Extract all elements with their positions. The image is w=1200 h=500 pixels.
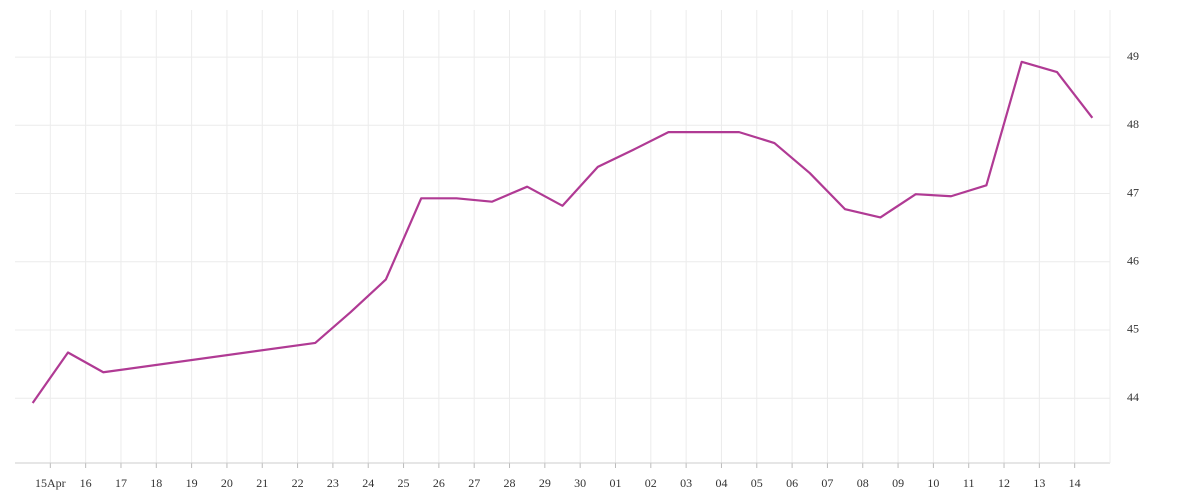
- x-tick-label: 16: [80, 476, 92, 490]
- x-tick-label: 24: [362, 476, 374, 490]
- x-tick-label: 14: [1069, 476, 1081, 490]
- x-tick-label: 29: [539, 476, 551, 490]
- x-tick-label: 02: [645, 476, 657, 490]
- x-tick-label: 26: [433, 476, 445, 490]
- x-tick-label: 12: [998, 476, 1010, 490]
- x-tick-label: 23: [327, 476, 339, 490]
- x-tick-label: 05: [751, 476, 763, 490]
- x-tick-label: 22: [292, 476, 304, 490]
- x-tick-label: 27: [468, 476, 480, 490]
- x-tick-label: 19: [186, 476, 198, 490]
- y-tick-label: 45: [1127, 322, 1139, 336]
- line-series: [31, 60, 1094, 404]
- x-tick-label: 30: [574, 476, 586, 490]
- x-tick-label: 06: [786, 476, 798, 490]
- x-tick-label: 08: [857, 476, 869, 490]
- x-tick-label: 18: [150, 476, 162, 490]
- y-tick-label: 48: [1127, 117, 1139, 131]
- x-tick-label: 03: [680, 476, 692, 490]
- x-tick-label: 09: [892, 476, 904, 490]
- x-tick-label: 25: [398, 476, 410, 490]
- y-tick-label: 49: [1127, 49, 1139, 63]
- x-tick-label: 28: [504, 476, 516, 490]
- x-tick-label: 04: [715, 476, 727, 490]
- y-tick-label: 47: [1127, 185, 1139, 199]
- x-tick-label: 21: [256, 476, 268, 490]
- y-tick-label: 46: [1127, 253, 1139, 267]
- x-tick-label: 20: [221, 476, 233, 490]
- x-tick-label: 07: [821, 476, 833, 490]
- x-tick-label: 11: [963, 476, 975, 490]
- x-tick-label: 17: [115, 476, 127, 490]
- y-tick-label: 44: [1127, 390, 1139, 404]
- x-tick-label: 01: [609, 476, 621, 490]
- x-tick-label: 15Apr: [35, 476, 66, 490]
- x-tick-label: 10: [927, 476, 939, 490]
- x-tick-label: 13: [1033, 476, 1045, 490]
